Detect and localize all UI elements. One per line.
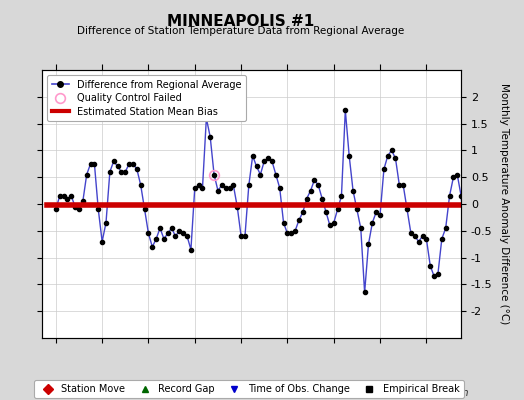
Text: Berkeley Earth: Berkeley Earth [392, 388, 469, 398]
Y-axis label: Monthly Temperature Anomaly Difference (°C): Monthly Temperature Anomaly Difference (… [499, 83, 509, 325]
Legend: Difference from Regional Average, Quality Control Failed, Estimated Station Mean: Difference from Regional Average, Qualit… [47, 75, 246, 121]
Legend: Station Move, Record Gap, Time of Obs. Change, Empirical Break: Station Move, Record Gap, Time of Obs. C… [34, 380, 464, 398]
Text: MINNEAPOLIS #1: MINNEAPOLIS #1 [167, 14, 315, 29]
Text: Difference of Station Temperature Data from Regional Average: Difference of Station Temperature Data f… [78, 26, 405, 36]
